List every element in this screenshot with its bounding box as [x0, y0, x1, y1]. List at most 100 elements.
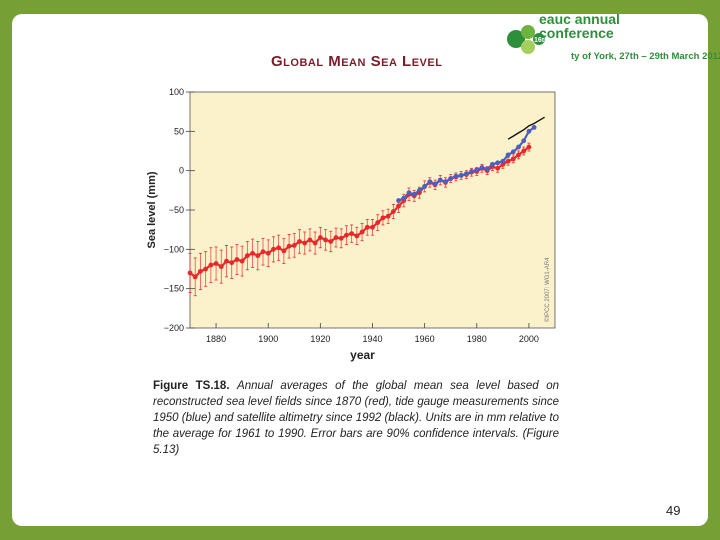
- data-point: [495, 160, 501, 166]
- x-tick-label: 1920: [310, 334, 330, 344]
- y-tick-label: −50: [169, 205, 184, 215]
- data-point: [317, 235, 323, 240]
- conference-logo: 16th: [498, 15, 698, 87]
- data-point: [495, 165, 501, 171]
- data-point: [312, 240, 318, 246]
- logo-wordmark: eauc annual conference: [539, 12, 620, 40]
- axes: 1880 1900 1920 1940 1960 1980 2000 100 50 0 −50 −10…: [164, 87, 539, 344]
- data-point: [364, 224, 370, 230]
- data-point: [463, 171, 469, 177]
- data-point: [406, 190, 412, 196]
- data-point: [250, 250, 255, 256]
- x-tick-label: 1880: [206, 334, 226, 344]
- data-point: [469, 169, 474, 174]
- data-point: [510, 149, 516, 155]
- data-point: [396, 198, 401, 203]
- data-point: [516, 152, 521, 158]
- data-point: [328, 239, 334, 244]
- data-point: [396, 203, 401, 209]
- data-point: [474, 167, 480, 173]
- series-points: [187, 125, 537, 280]
- data-point: [271, 246, 276, 252]
- data-point: [338, 235, 344, 241]
- data-point: [443, 179, 448, 185]
- data-point: [239, 258, 245, 264]
- logo-line2: conference: [539, 25, 614, 41]
- y-axis-label: Sea level (mm): [146, 171, 158, 248]
- data-point: [505, 158, 511, 164]
- data-point: [213, 261, 219, 266]
- data-point: [333, 235, 339, 240]
- x-tick-label: 1960: [415, 334, 435, 344]
- data-point: [505, 152, 511, 158]
- logo-subtitle: ty of York, 27th – 29th March 2012: [571, 51, 720, 62]
- sea-level-chart: 1880 1900 1920 1940 1960 1980 2000 100 50 0 −50 −10…: [146, 87, 556, 362]
- data-point: [427, 179, 433, 185]
- data-point: [286, 243, 292, 249]
- data-point: [224, 258, 229, 264]
- x-tick-label: 1940: [362, 334, 382, 344]
- caption-label: Figure TS.18.: [153, 380, 230, 392]
- y-tick-label: −100: [164, 244, 184, 254]
- data-point: [521, 138, 527, 144]
- data-point: [281, 248, 287, 254]
- page-number: 49: [666, 503, 681, 518]
- x-tick-label: 1980: [467, 334, 487, 344]
- data-point: [349, 231, 355, 237]
- slide-title: Global Mean Sea Level: [271, 53, 443, 70]
- data-point: [187, 270, 193, 276]
- data-point: [192, 274, 198, 280]
- data-point: [422, 184, 428, 189]
- series-line-2: [507, 116, 545, 140]
- logo-badge: 16th: [534, 37, 548, 44]
- data-point: [411, 191, 417, 197]
- data-point: [417, 187, 422, 193]
- data-point: [297, 239, 302, 244]
- data-point: [380, 215, 386, 221]
- data-point: [354, 233, 360, 239]
- data-point: [448, 176, 454, 181]
- data-point: [510, 156, 516, 162]
- y-tick-label: −200: [164, 323, 184, 333]
- data-point: [359, 229, 365, 235]
- data-point: [276, 245, 282, 251]
- x-axis-label: year: [350, 348, 375, 362]
- data-point: [385, 213, 391, 219]
- x-tick-label: 2000: [519, 334, 539, 344]
- plot-area: [189, 91, 556, 329]
- data-point: [453, 173, 459, 179]
- data-point: [458, 172, 464, 178]
- data-point: [401, 195, 407, 201]
- x-tick-label: 1900: [258, 334, 278, 344]
- data-point: [370, 224, 375, 230]
- data-point: [198, 268, 203, 274]
- data-point: [265, 250, 271, 256]
- data-point: [234, 257, 240, 262]
- watermark: ©IPCC 2007: WG1-AR4: [544, 257, 551, 322]
- data-point: [229, 260, 235, 266]
- data-point: [432, 181, 438, 187]
- data-point: [375, 220, 381, 225]
- data-point: [484, 166, 490, 172]
- caption-text: Annual averages of the global mean sea l…: [153, 380, 559, 456]
- data-point: [244, 253, 250, 259]
- data-point: [526, 144, 532, 150]
- data-point: [302, 240, 308, 246]
- y-tick-label: 100: [169, 87, 184, 97]
- data-point: [323, 237, 328, 243]
- figure-caption: Figure TS.18. Annual averages of the glo…: [153, 378, 559, 458]
- data-point: [521, 148, 527, 154]
- data-point: [203, 266, 209, 272]
- data-point: [479, 165, 485, 170]
- data-point: [218, 264, 224, 270]
- logo-line1: eauc annual: [539, 11, 620, 27]
- data-point: [516, 144, 521, 150]
- y-tick-label: 0: [179, 166, 184, 176]
- data-point: [390, 209, 396, 214]
- data-point: [291, 243, 297, 248]
- y-tick-label: 50: [174, 126, 184, 136]
- data-point: [208, 262, 214, 268]
- y-tick-label: −150: [164, 284, 184, 294]
- data-point: [526, 128, 532, 134]
- logo-mark-icon: 16th: [507, 25, 548, 54]
